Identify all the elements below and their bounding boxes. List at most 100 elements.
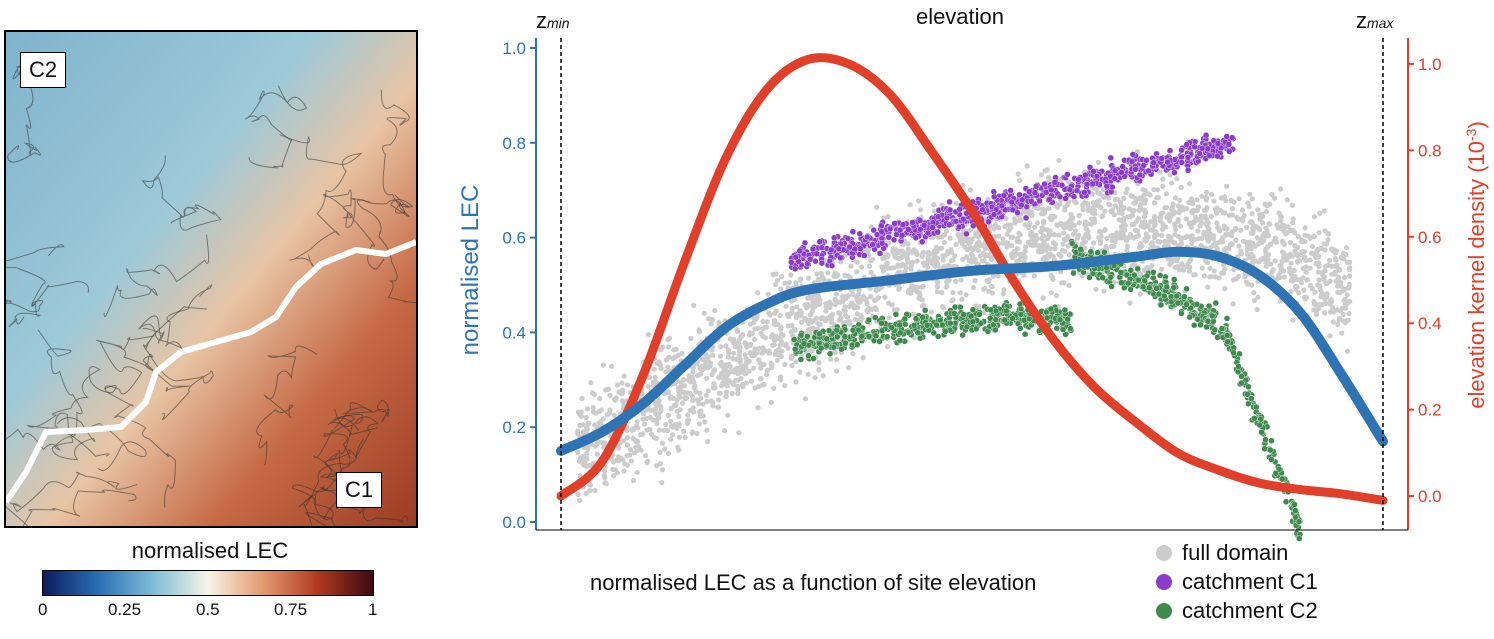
legend-item-catchment-c1: catchment C1 xyxy=(1156,569,1318,595)
full-domain-point xyxy=(1334,307,1340,313)
full-domain-point xyxy=(773,271,779,277)
full-domain-point xyxy=(743,380,749,386)
full-domain-point xyxy=(1160,221,1166,228)
full-domain-point xyxy=(705,438,711,445)
full-domain-point xyxy=(1257,216,1263,222)
full-domain-point xyxy=(1150,227,1156,233)
full-domain-point xyxy=(738,375,744,382)
full-domain-point xyxy=(846,303,852,309)
full-domain-point xyxy=(1303,264,1309,270)
catchment-c2-point xyxy=(1245,383,1252,390)
full-domain-point xyxy=(1000,236,1006,242)
catchment-c2-point xyxy=(1242,376,1250,384)
full-domain-point xyxy=(624,435,631,441)
full-domain-point xyxy=(788,329,794,335)
full-domain-point xyxy=(575,449,581,455)
full-domain-point xyxy=(645,458,651,464)
catchment-c2-point xyxy=(1292,507,1299,514)
full-domain-point xyxy=(1039,210,1045,216)
full-domain-point xyxy=(1347,265,1353,271)
full-domain-point xyxy=(1347,298,1353,305)
catchment-c1-point xyxy=(898,231,906,239)
full-domain-point xyxy=(1231,199,1237,205)
catchment-c2-point xyxy=(1139,283,1147,290)
full-domain-point xyxy=(726,377,732,383)
catchment-c1-point xyxy=(1023,203,1030,211)
full-domain-point xyxy=(716,320,722,326)
full-domain-point xyxy=(639,391,645,397)
full-domain-point xyxy=(1091,200,1097,206)
full-domain-point xyxy=(676,392,682,398)
full-domain-point xyxy=(1201,273,1207,279)
full-domain-point xyxy=(681,383,687,389)
full-domain-point xyxy=(761,361,767,368)
full-domain-point xyxy=(604,412,610,418)
full-domain-point xyxy=(1230,301,1236,307)
catchment-c1-point xyxy=(1041,180,1048,188)
full-domain-point xyxy=(1040,241,1046,247)
full-domain-point xyxy=(629,427,635,433)
legend-swatch xyxy=(1156,545,1172,561)
full-domain-point xyxy=(1173,227,1179,233)
catchment-c2-point xyxy=(1044,314,1051,322)
full-domain-point xyxy=(963,292,969,298)
full-domain-point xyxy=(982,245,989,252)
full-domain-point xyxy=(755,405,761,411)
full-domain-point xyxy=(1076,220,1082,226)
full-domain-point xyxy=(1104,235,1110,242)
full-domain-point xyxy=(1052,241,1058,248)
catchment-c2-point xyxy=(878,327,886,334)
full-domain-point xyxy=(1108,233,1114,239)
full-domain-point xyxy=(1057,201,1063,207)
full-domain-point xyxy=(1008,225,1014,231)
catchment-c2-point xyxy=(797,332,805,339)
full-domain-point xyxy=(589,390,596,396)
full-domain-point xyxy=(1255,207,1261,213)
catchment-c2-point xyxy=(1204,318,1212,325)
full-domain-point xyxy=(1198,216,1204,222)
full-domain-point xyxy=(1190,200,1196,206)
full-domain-point xyxy=(1129,263,1135,269)
full-domain-point xyxy=(666,389,672,395)
full-domain-point xyxy=(662,446,668,452)
full-domain-point xyxy=(1021,272,1027,278)
catchment-c2-point xyxy=(959,331,966,339)
full-domain-point xyxy=(676,413,682,419)
full-domain-point xyxy=(1059,247,1065,253)
full-domain-point xyxy=(642,421,648,427)
full-domain-point xyxy=(1302,294,1308,300)
full-domain-point xyxy=(1051,232,1057,238)
catchment-c2-point xyxy=(1135,276,1142,284)
full-domain-point xyxy=(1053,293,1059,299)
full-domain-point xyxy=(1116,217,1122,223)
full-domain-point xyxy=(1335,283,1341,289)
catchment-c1-point xyxy=(1111,167,1119,174)
full-domain-point xyxy=(855,299,862,305)
full-domain-point xyxy=(1014,258,1020,264)
full-domain-point xyxy=(1300,275,1306,281)
catchment-c1-point xyxy=(1086,164,1094,171)
full-domain-point xyxy=(793,359,799,365)
full-domain-point xyxy=(653,463,660,469)
full-domain-point xyxy=(1233,276,1239,282)
catchment-c1-point xyxy=(946,198,953,206)
full-domain-point xyxy=(914,289,920,295)
full-domain-point xyxy=(1034,220,1040,226)
full-domain-point xyxy=(747,330,753,336)
full-domain-point xyxy=(771,342,777,348)
full-domain-point xyxy=(716,404,722,410)
full-domain-point xyxy=(1168,213,1174,219)
lec-map-image xyxy=(6,32,416,526)
full-domain-point xyxy=(659,467,666,473)
catchment-c1-point xyxy=(878,222,885,230)
full-domain-point xyxy=(747,350,753,356)
full-domain-point xyxy=(740,384,746,390)
full-domain-point xyxy=(905,259,911,265)
catchment-c2-point xyxy=(1174,299,1182,307)
left-axis-tick-label: 0.8 xyxy=(502,134,526,153)
full-domain-point xyxy=(1076,212,1082,219)
full-domain-point xyxy=(860,355,866,361)
catchment-c1-point xyxy=(1103,182,1110,190)
full-domain-point xyxy=(797,276,804,282)
catchment-c2-point xyxy=(1161,292,1168,300)
